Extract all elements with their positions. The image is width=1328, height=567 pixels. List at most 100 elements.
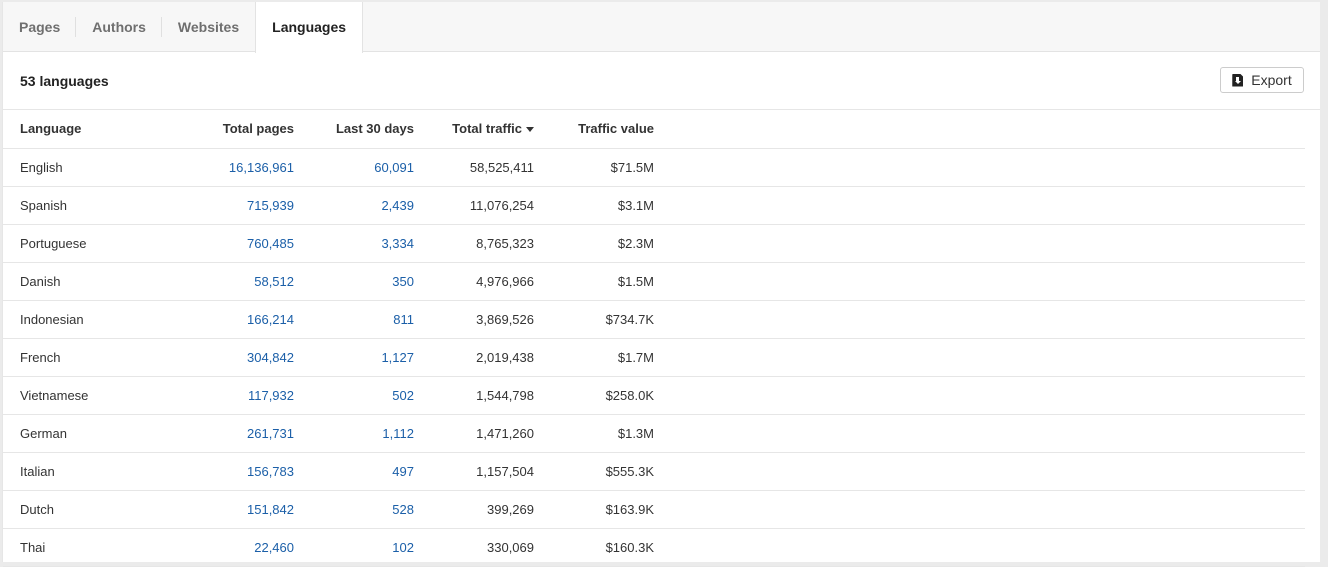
cell-language: German	[3, 414, 183, 453]
export-label: Export	[1251, 72, 1292, 88]
languages-table: Language Total pages Last 30 days Total …	[3, 110, 1305, 567]
cell-traffic-value: $1.5M	[534, 262, 654, 301]
cell-last-30-days[interactable]: 350	[294, 262, 414, 301]
cell-traffic-value: $1.7M	[534, 338, 654, 377]
row-spacer	[654, 224, 1305, 263]
cell-total-traffic: 3,869,526	[414, 300, 534, 339]
cell-total-traffic: 1,471,260	[414, 414, 534, 453]
cell-total-pages[interactable]: 261,731	[183, 414, 294, 453]
cell-language: Italian	[3, 452, 183, 491]
cell-total-pages[interactable]: 166,214	[183, 300, 294, 339]
cell-traffic-value: $163.9K	[534, 490, 654, 529]
row-spacer	[654, 490, 1305, 529]
cell-traffic-value: $71.5M	[534, 148, 654, 187]
col-label: Total pages	[222, 121, 294, 137]
cell-total-traffic: 8,765,323	[414, 224, 534, 263]
cell-total-pages[interactable]: 304,842	[183, 338, 294, 377]
col-spacer	[654, 110, 1305, 149]
table-row: Portuguese 760,485 3,334 8,765,323 $2.3M	[3, 224, 1305, 263]
col-traffic-value[interactable]: Traffic value	[534, 110, 654, 149]
row-spacer	[654, 414, 1305, 453]
cell-total-pages[interactable]: 22,460	[183, 528, 294, 567]
row-spacer	[654, 300, 1305, 339]
table-row: German 261,731 1,112 1,471,260 $1.3M	[3, 414, 1305, 453]
cell-language: Indonesian	[3, 300, 183, 339]
table-row: French 304,842 1,127 2,019,438 $1.7M	[3, 338, 1305, 377]
table-row: Vietnamese 117,932 502 1,544,798 $258.0K	[3, 376, 1305, 415]
row-spacer	[654, 148, 1305, 187]
sort-desc-icon	[526, 127, 534, 133]
cell-language: Dutch	[3, 490, 183, 529]
download-file-icon	[1232, 73, 1244, 87]
cell-traffic-value: $2.3M	[534, 224, 654, 263]
cell-total-pages[interactable]: 715,939	[183, 186, 294, 225]
table-row: Indonesian 166,214 811 3,869,526 $734.7K	[3, 300, 1305, 339]
table-row: Spanish 715,939 2,439 11,076,254 $3.1M	[3, 186, 1305, 225]
col-last-30-days[interactable]: Last 30 days	[294, 110, 414, 149]
cell-total-traffic: 11,076,254	[414, 186, 534, 225]
language-count: 53 languages	[20, 73, 109, 89]
cell-traffic-value: $555.3K	[534, 452, 654, 491]
col-label: Language	[20, 121, 82, 137]
tab-languages[interactable]: Languages	[255, 2, 364, 53]
cell-last-30-days[interactable]: 102	[294, 528, 414, 567]
row-spacer	[654, 262, 1305, 301]
cell-traffic-value: $3.1M	[534, 186, 654, 225]
table-row: Dutch 151,842 528 399,269 $163.9K	[3, 490, 1305, 529]
cell-last-30-days[interactable]: 1,127	[294, 338, 414, 377]
cell-language: Portuguese	[3, 224, 183, 263]
cell-total-traffic: 399,269	[414, 490, 534, 529]
tab-websites[interactable]: Websites	[177, 19, 240, 35]
cell-total-pages[interactable]: 16,136,961	[183, 148, 294, 187]
cell-language: English	[3, 148, 183, 187]
cell-traffic-value: $258.0K	[534, 376, 654, 415]
col-label: Last 30 days	[335, 121, 414, 137]
cell-language: Thai	[3, 528, 183, 567]
cell-last-30-days[interactable]: 528	[294, 490, 414, 529]
cell-last-30-days[interactable]: 502	[294, 376, 414, 415]
row-spacer	[654, 376, 1305, 415]
row-spacer	[654, 452, 1305, 491]
row-spacer	[654, 528, 1305, 567]
col-label: Traffic value	[578, 121, 654, 137]
cell-language: Vietnamese	[3, 376, 183, 415]
table-header: Language Total pages Last 30 days Total …	[3, 110, 1305, 149]
tab-authors[interactable]: Authors	[76, 2, 162, 52]
cell-total-traffic: 330,069	[414, 528, 534, 567]
table-toolbar: 53 languages Export	[3, 52, 1320, 110]
cell-language: French	[3, 338, 183, 377]
cell-last-30-days[interactable]: 497	[294, 452, 414, 491]
cell-total-pages[interactable]: 151,842	[183, 490, 294, 529]
cell-total-traffic: 58,525,411	[414, 148, 534, 187]
cell-total-pages[interactable]: 760,485	[183, 224, 294, 263]
col-total-pages[interactable]: Total pages	[183, 110, 294, 149]
row-spacer	[654, 186, 1305, 225]
col-total-traffic[interactable]: Total traffic	[414, 110, 534, 149]
cell-total-pages[interactable]: 156,783	[183, 452, 294, 491]
tab-pages[interactable]: Pages	[3, 2, 77, 52]
cell-total-pages[interactable]: 58,512	[183, 262, 294, 301]
cell-traffic-value: $734.7K	[534, 300, 654, 339]
cell-last-30-days[interactable]: 2,439	[294, 186, 414, 225]
cell-language: Danish	[3, 262, 183, 301]
cell-traffic-value: $160.3K	[534, 528, 654, 567]
cell-traffic-value: $1.3M	[534, 414, 654, 453]
cell-total-pages[interactable]: 117,932	[183, 376, 294, 415]
col-language[interactable]: Language	[3, 110, 183, 149]
table-row: Italian 156,783 497 1,157,504 $555.3K	[3, 452, 1305, 491]
table-row: Thai 22,460 102 330,069 $160.3K	[3, 528, 1305, 567]
cell-last-30-days[interactable]: 60,091	[294, 148, 414, 187]
cell-last-30-days[interactable]: 3,334	[294, 224, 414, 263]
cell-total-traffic: 1,544,798	[414, 376, 534, 415]
cell-total-traffic: 4,976,966	[414, 262, 534, 301]
tab-bar: Pages Authors Websites Languages	[3, 2, 1320, 53]
cell-total-traffic: 2,019,438	[414, 338, 534, 377]
col-label: Total traffic	[452, 121, 522, 137]
cell-language: Spanish	[3, 186, 183, 225]
cell-total-traffic: 1,157,504	[414, 452, 534, 491]
export-button[interactable]: Export	[1220, 67, 1304, 93]
cell-last-30-days[interactable]: 1,112	[294, 414, 414, 453]
row-spacer	[654, 338, 1305, 377]
cell-last-30-days[interactable]: 811	[294, 300, 414, 339]
